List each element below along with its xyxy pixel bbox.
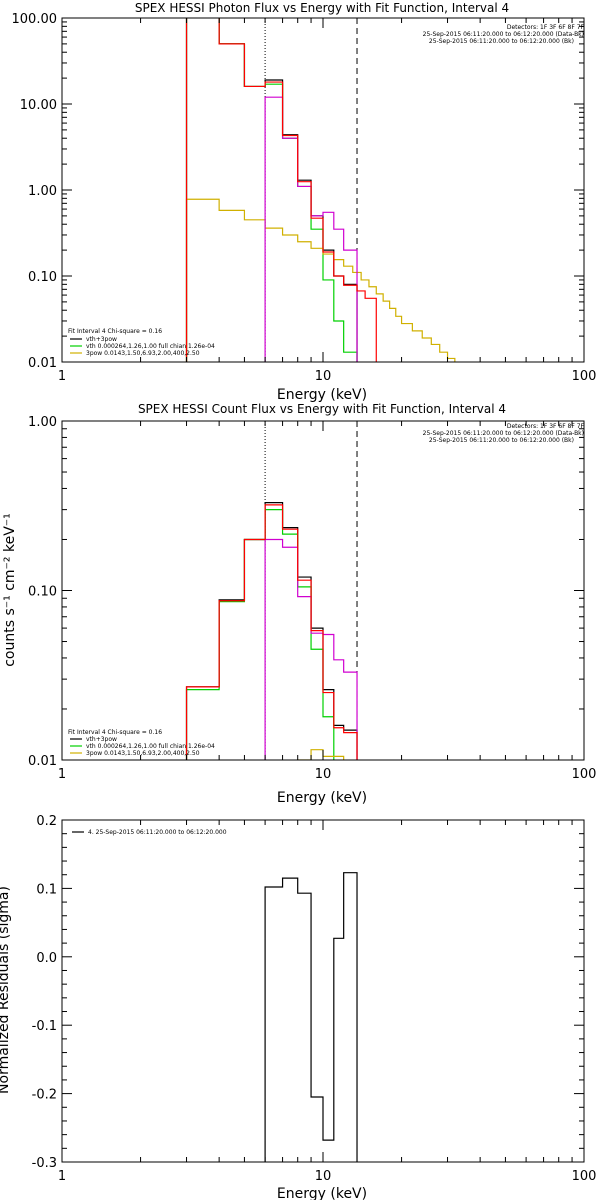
photon-flux-series-model bbox=[185, 18, 377, 362]
count-flux-series-group bbox=[185, 421, 358, 760]
count-flux-x-tick-label: 10 bbox=[315, 767, 332, 782]
photon-flux-legend-entry-vth3pow: vth+3pow bbox=[86, 336, 117, 343]
photon-flux-legend: Fit Interval 4 Chi-square = 0.16 vth+3po… bbox=[68, 328, 215, 357]
residuals-x-tick-label: 1 bbox=[58, 1169, 66, 1184]
residuals-y-tick-label: -0.3 bbox=[32, 1156, 57, 1171]
residuals-x-tick-label: 10 bbox=[315, 1169, 332, 1184]
count-flux-x-ticks: 1 10 100 bbox=[58, 421, 597, 782]
residuals-x-axis-label: Energy (keV) bbox=[277, 1186, 367, 1200]
count-flux-bk-interval: 25-Sep-2015 06:11:20.000 to 06:12:20.000… bbox=[429, 437, 574, 444]
count-flux-y-ticks: 0.01 0.10 1.00 bbox=[28, 415, 584, 769]
photon-flux-data-interval: 25-Sep-2015 06:11:20.000 to 06:12:20.000… bbox=[423, 31, 584, 38]
count-flux-series-3pow-0-0143-1-50-6-93-2- bbox=[281, 749, 358, 760]
count-flux-legend-entry-vth: vth 0.000264,1.26,1.00 full chian 1.26e-… bbox=[86, 743, 215, 750]
count-flux-data-interval: 25-Sep-2015 06:11:20.000 to 06:12:20.000… bbox=[423, 430, 584, 437]
count-flux-y-axis-label: counts s⁻¹ cm⁻² keV⁻¹ bbox=[2, 513, 18, 667]
count-flux-y-tick-label: 0.01 bbox=[28, 754, 57, 769]
count-flux-legend-entry-vth3pow: vth+3pow bbox=[86, 736, 117, 743]
count-flux-panel: SPEX HESSI Count Flux vs Energy with Fit… bbox=[2, 402, 596, 806]
count-flux-legend: Fit Interval 4 Chi-square = 0.16 vth+3po… bbox=[68, 729, 215, 757]
count-flux-y-tick-label: 0.10 bbox=[28, 585, 57, 600]
photon-flux-detectors: Detectors: 1F 3F 6F 8F 7F bbox=[507, 24, 585, 31]
residuals-panel: 1 10 100 -0.3 -0.2 -0.1 0.0 0.1 0.2 4. 25-Sep-20… bbox=[0, 814, 596, 1200]
photon-flux-plot-area: 1 10 100 0.01 0.10 1.00 10.00 100.00 bbox=[12, 12, 597, 384]
photon-flux-y-tick-label: 0.10 bbox=[28, 270, 57, 285]
count-flux-series-data bbox=[264, 538, 358, 760]
residuals-y-tick-label: -0.1 bbox=[32, 1019, 57, 1034]
photon-flux-y-tick-label: 100.00 bbox=[12, 12, 58, 27]
residuals-y-tick-label: 0.2 bbox=[36, 814, 57, 829]
photon-flux-x-tick-label: 100 bbox=[572, 369, 597, 384]
photon-flux-x-axis-label: Energy (keV) bbox=[277, 387, 367, 403]
residuals-y-tick-label: -0.2 bbox=[32, 1088, 57, 1103]
residuals-legend-entry: 4. 25-Sep-2015 06:11:20.000 to 06:12:20.… bbox=[88, 829, 227, 836]
residuals-x-tick-label: 100 bbox=[572, 1169, 597, 1184]
count-flux-detectors: Detectors: 1F 3F 6F 8F 7F bbox=[507, 423, 585, 430]
photon-flux-legend-title: Fit Interval 4 Chi-square = 0.16 bbox=[68, 328, 162, 335]
photon-flux-panel: SPEX HESSI Photon Flux vs Energy with Fi… bbox=[12, 1, 597, 403]
residuals-y-ticks: -0.3 -0.2 -0.1 0.0 0.1 0.2 bbox=[32, 814, 584, 1171]
photon-flux-y-tick-label: 0.01 bbox=[28, 356, 57, 371]
photon-flux-info-block: Detectors: 1F 3F 6F 8F 7F 25-Sep-2015 06… bbox=[423, 24, 585, 45]
photon-flux-series-3pow-0-0143-1-50-6-93-2- bbox=[185, 198, 475, 362]
count-flux-x-tick-label: 1 bbox=[58, 767, 66, 782]
count-flux-title: SPEX HESSI Count Flux vs Energy with Fit… bbox=[138, 402, 506, 416]
residuals-y-axis-label: Normalized Residuals (sigma) bbox=[0, 886, 12, 1094]
count-flux-legend-entry-3pow: 3pow 0.0143,1.50,6.93,2.00,400,2.50 bbox=[86, 750, 200, 757]
photon-flux-title: SPEX HESSI Photon Flux vs Energy with Fi… bbox=[135, 1, 509, 15]
photon-flux-y-ticks: 0.01 0.10 1.00 10.00 100.00 bbox=[12, 12, 584, 371]
photon-flux-bk-interval: 25-Sep-2015 06:11:20.000 to 06:12:20.000… bbox=[429, 38, 574, 45]
count-flux-x-axis-label: Energy (keV) bbox=[277, 790, 367, 806]
photon-flux-y-tick-label: 1.00 bbox=[28, 184, 57, 199]
residuals-x-ticks: 1 10 100 bbox=[58, 820, 597, 1184]
count-flux-plot-area: 1 10 100 0.01 0.10 1.00 bbox=[28, 415, 597, 782]
count-flux-legend-title: Fit Interval 4 Chi-square = 0.16 bbox=[68, 729, 162, 736]
photon-flux-x-tick-label: 1 bbox=[58, 369, 66, 384]
photon-flux-y-tick-label: 10.00 bbox=[20, 98, 57, 113]
photon-flux-legend-entry-3pow: 3pow 0.0143,1.50,6.93,2.00,400,2.50 bbox=[86, 350, 200, 357]
residuals-series-4-25-sep-2015-06-11-20-0 bbox=[264, 872, 358, 1162]
residuals-legend: 4. 25-Sep-2015 06:11:20.000 to 06:12:20.… bbox=[88, 829, 227, 836]
photon-flux-x-tick-label: 10 bbox=[315, 369, 332, 384]
residuals-series-group bbox=[264, 872, 358, 1162]
count-flux-x-tick-label: 100 bbox=[572, 767, 597, 782]
count-flux-series-model bbox=[185, 504, 358, 760]
count-flux-y-tick-label: 1.00 bbox=[28, 415, 57, 430]
residuals-plot-area: 1 10 100 -0.3 -0.2 -0.1 0.0 0.1 0.2 bbox=[32, 814, 597, 1184]
photon-flux-legend-entry-vth: vth 0.000264,1.26,1.00 full chian 1.26e-… bbox=[86, 343, 215, 350]
residuals-y-tick-label: 0.0 bbox=[36, 951, 57, 966]
count-flux-info-block: Detectors: 1F 3F 6F 8F 7F 25-Sep-2015 06… bbox=[423, 423, 585, 444]
residuals-y-tick-label: 0.1 bbox=[36, 882, 57, 897]
photon-flux-series-group bbox=[185, 18, 475, 362]
